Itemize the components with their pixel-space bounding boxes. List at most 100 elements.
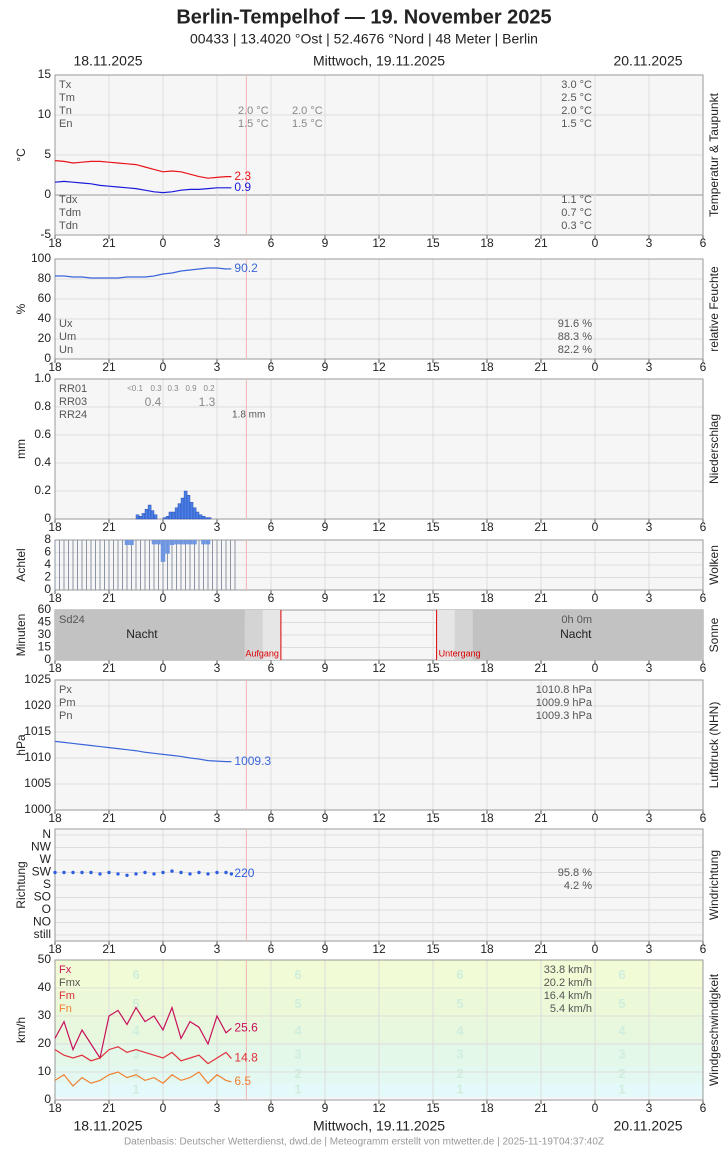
stat-value: 88.3 % (558, 331, 592, 343)
plot-frame (54, 828, 704, 942)
x-tick-label: 3 (646, 1101, 653, 1115)
stat-value: 91.6 % (558, 318, 592, 330)
x-tick-label: 15 (426, 942, 440, 956)
date-left: 18.11.2025 (73, 1118, 142, 1134)
y-axis-label: % (14, 303, 28, 314)
stat-label: Pn (59, 710, 72, 722)
bar (147, 504, 152, 520)
beaufort-label: 4 (132, 1023, 140, 1038)
point (197, 870, 201, 875)
x-tick-label: 21 (534, 1101, 548, 1115)
x-tick-label: 12 (372, 591, 386, 605)
bar (138, 516, 143, 520)
x-tick-label: 18 (480, 360, 494, 374)
beaufort-label: 6 (132, 967, 139, 982)
point (152, 872, 156, 876)
x-tick-label: 3 (214, 942, 221, 956)
x-tick-label: 3 (214, 1101, 221, 1115)
x-tick-label: 15 (426, 520, 440, 534)
stat-value: 2.5 °C (561, 92, 592, 104)
y-tick-label: 20 (38, 331, 52, 345)
point (116, 872, 120, 876)
x-tick-label: 21 (534, 591, 548, 605)
beaufort-label: 2 (456, 1066, 463, 1081)
bar (165, 516, 170, 520)
y-tick-label: 20 (38, 1036, 52, 1050)
end-label: 90.2 (234, 261, 258, 275)
point (98, 872, 102, 876)
x-tick-label: 15 (426, 591, 440, 605)
bar (168, 511, 173, 520)
x-tick-label: 12 (372, 1101, 386, 1115)
plot-frame (54, 258, 704, 360)
stat-label: RR01 (59, 383, 87, 395)
point (134, 872, 138, 876)
side-label: Windgeschwindigkeit (707, 973, 721, 1086)
bar (129, 540, 134, 545)
x-tick-label: 18 (48, 1101, 62, 1115)
x-tick-label: 21 (102, 942, 116, 956)
legend-label: Fx (59, 964, 72, 976)
x-tick-label: 6 (700, 520, 707, 534)
y-tick-label: 45 (38, 615, 52, 629)
y-axis-label: Richtung (14, 861, 28, 908)
date-right: 20.11.2025 (613, 1118, 682, 1134)
y-tick-label: S (43, 877, 51, 891)
date-left: 18.11.2025 (73, 53, 142, 69)
stat-value: 16.4 km/h (544, 990, 592, 1002)
side-label: Temperatur & Taupunkt (707, 92, 721, 217)
x-tick-label: 3 (214, 661, 221, 675)
stat-label: RR03 (59, 396, 87, 408)
stat-value: 1010.8 hPa (536, 684, 593, 696)
y-tick-label: -5 (40, 227, 51, 241)
x-tick-label: 18 (480, 236, 494, 250)
stat-column: 0.3 (150, 384, 162, 393)
x-tick-label: 9 (322, 591, 329, 605)
y-axis-label: °C (14, 148, 28, 162)
x-tick-label: 18 (480, 520, 494, 534)
stat-label: Tm (59, 92, 75, 104)
y-tick-label: NW (31, 840, 52, 854)
y-tick-label: 4 (44, 557, 51, 571)
beaufort-label: 5 (618, 996, 625, 1011)
point (143, 870, 147, 875)
x-tick-label: 21 (102, 360, 116, 374)
x-tick-label: 3 (646, 661, 653, 675)
series-line (54, 180, 232, 194)
end-label: 6.5 (234, 1074, 251, 1088)
x-tick-label: 18 (480, 661, 494, 675)
stat-value: 20.2 km/h (544, 977, 592, 989)
plot-frame (54, 679, 704, 811)
bar (124, 540, 130, 545)
stat-value: 0.3 °C (561, 220, 592, 232)
y-tick-label: 0 (44, 511, 51, 525)
bar (201, 516, 206, 520)
beaufort-label: 6 (294, 967, 301, 982)
beaufort-label: 5 (132, 996, 139, 1011)
side-label: Luftdruck (NHN) (707, 702, 721, 789)
point (71, 870, 75, 875)
end-label: 14.8 (234, 1051, 258, 1065)
series-line (54, 1046, 232, 1065)
x-tick-label: 3 (646, 591, 653, 605)
x-tick-label: 21 (534, 942, 548, 956)
bar (204, 517, 209, 520)
beaufort-label: 1 (294, 1082, 301, 1097)
bar (192, 507, 197, 520)
night-shade (454, 610, 473, 660)
stat-value: 1009.3 hPa (536, 710, 593, 722)
y-tick-label: 1000 (24, 802, 51, 816)
night-shade (436, 610, 455, 660)
y-axis-label: Achtel (14, 548, 28, 581)
point (224, 870, 228, 875)
point (161, 870, 165, 875)
y-tick-label: 5 (44, 147, 51, 161)
y-tick-label: 15 (38, 640, 52, 654)
stat-label: En (59, 118, 72, 130)
title: Berlin-Tempelhof — 19. November 2025 (176, 6, 551, 28)
x-tick-label: 6 (268, 360, 275, 374)
x-tick-label: 6 (268, 811, 275, 825)
x-tick-label: 21 (102, 811, 116, 825)
plot-frame (54, 959, 704, 1101)
point (89, 870, 93, 875)
